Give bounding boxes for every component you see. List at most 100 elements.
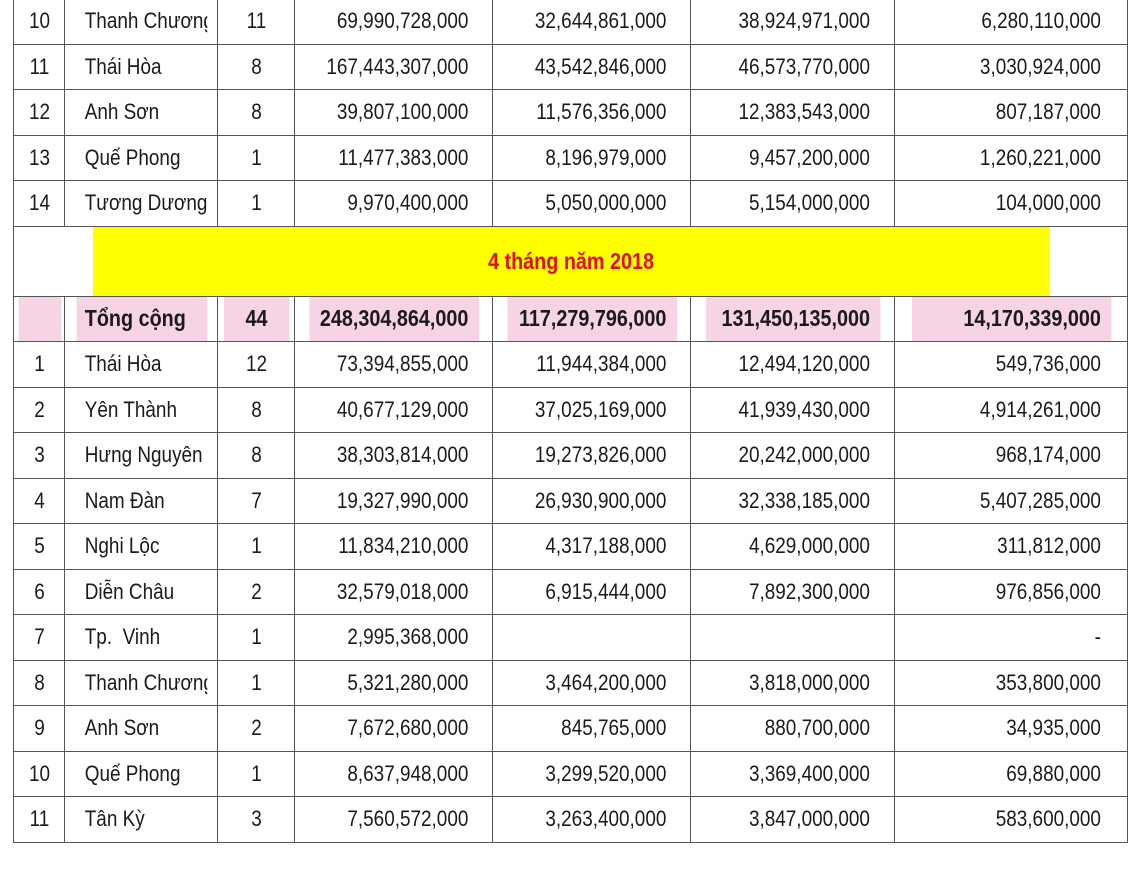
- district-name: Nghi Lộc: [74, 523, 208, 570]
- value-col-3: 3,818,000,000: [704, 659, 881, 706]
- value-col-1: 167,443,307,000: [307, 43, 480, 90]
- project-count: 8: [222, 432, 290, 479]
- project-count: 1: [222, 523, 290, 570]
- table-row: 8 Thanh Chương 1 5,321,280,000 3,464,200…: [14, 659, 1128, 706]
- total-row: Tổng cộng 44 248,304,864,000 117,279,796…: [14, 295, 1128, 342]
- table-row: 5 Nghi Lộc 1 11,834,210,000 4,317,188,00…: [14, 523, 1128, 570]
- value-col-1: 5,321,280,000: [307, 659, 480, 706]
- district-name: Thái Hòa: [74, 341, 208, 388]
- district-name: Yên Thành: [74, 386, 208, 433]
- value-col-4: 976,856,000: [910, 568, 1112, 615]
- table-row: 12 Anh Sơn 8 39,807,100,000 11,576,356,0…: [14, 89, 1128, 136]
- row-number: 3: [16, 432, 62, 479]
- value-col-1: 73,394,855,000: [307, 341, 480, 388]
- total-value-1: 248,304,864,000: [307, 295, 480, 342]
- project-count: 8: [222, 43, 290, 90]
- value-col-3: 3,369,400,000: [704, 750, 881, 797]
- value-col-4: 3,030,924,000: [910, 43, 1112, 90]
- value-col-4: 549,736,000: [910, 341, 1112, 388]
- table-row: 4 Nam Đàn 7 19,327,990,000 26,930,900,00…: [14, 477, 1128, 524]
- value-col-2: 11,944,384,000: [505, 341, 678, 388]
- row-number: 11: [16, 796, 62, 843]
- row-number: 11: [16, 43, 62, 90]
- row-number: 13: [16, 134, 62, 181]
- value-col-4: 1,260,221,000: [910, 134, 1112, 181]
- value-col-3: 5,154,000,000: [704, 180, 881, 227]
- value-col-4: 34,935,000: [910, 705, 1112, 752]
- value-col-1: 32,579,018,000: [307, 568, 480, 615]
- table-row: 9 Anh Sơn 2 7,672,680,000 845,765,000 88…: [14, 705, 1128, 752]
- total-empty-cell: [16, 295, 62, 342]
- total-value-4: 14,170,339,000: [910, 295, 1112, 342]
- total-count: 44: [222, 295, 290, 342]
- value-col-2: 4,317,188,000: [505, 523, 678, 570]
- value-col-2: 3,299,520,000: [505, 750, 678, 797]
- value-col-4: 5,407,285,000: [910, 477, 1112, 524]
- project-count: 8: [222, 386, 290, 433]
- value-col-3: 38,924,971,000: [704, 0, 881, 45]
- value-col-2: 3,263,400,000: [505, 796, 678, 843]
- value-col-1: 19,327,990,000: [307, 477, 480, 524]
- value-col-3: 46,573,770,000: [704, 43, 881, 90]
- project-count: 11: [222, 0, 290, 45]
- row-number: 1: [16, 341, 62, 388]
- district-name: Diễn Châu: [74, 568, 208, 615]
- value-col-4: 4,914,261,000: [910, 386, 1112, 433]
- value-col-1: 8,637,948,000: [307, 750, 480, 797]
- table-row: 10 Thanh Chương 11 69,990,728,000 32,644…: [14, 0, 1128, 45]
- value-col-3: 20,242,000,000: [704, 432, 881, 479]
- table-row: 10 Quế Phong 1 8,637,948,000 3,299,520,0…: [14, 750, 1128, 797]
- table-row: 7 Tp. Vinh 1 2,995,368,000 -: [14, 614, 1128, 661]
- data-table: 10 Thanh Chương 11 69,990,728,000 32,644…: [13, 0, 1128, 843]
- table-row: 11 Tân Kỳ 3 7,560,572,000 3,263,400,000 …: [14, 796, 1128, 843]
- value-col-2: 43,542,846,000: [505, 43, 678, 90]
- table-row: 1 Thái Hòa 12 73,394,855,000 11,944,384,…: [14, 341, 1128, 388]
- project-count: 1: [222, 180, 290, 227]
- value-col-2: 11,576,356,000: [505, 89, 678, 136]
- table-row: 14 Tương Dương 1 9,970,400,000 5,050,000…: [14, 180, 1128, 227]
- value-col-3: [704, 614, 881, 661]
- district-name: Tương Dương: [74, 180, 208, 227]
- value-col-3: 4,629,000,000: [704, 523, 881, 570]
- district-name: Nam Đàn: [74, 477, 208, 524]
- table-row: 11 Thái Hòa 8 167,443,307,000 43,542,846…: [14, 43, 1128, 90]
- district-name: Quế Phong: [74, 134, 208, 181]
- total-label: Tổng cộng: [74, 295, 208, 342]
- row-number: 5: [16, 523, 62, 570]
- value-col-2: 37,025,169,000: [505, 386, 678, 433]
- project-count: 2: [222, 568, 290, 615]
- total-value-3: 131,450,135,000: [704, 295, 881, 342]
- table-row: 3 Hưng Nguyên 8 38,303,814,000 19,273,82…: [14, 432, 1128, 479]
- value-col-4: 353,800,000: [910, 659, 1112, 706]
- value-col-2: 5,050,000,000: [505, 180, 678, 227]
- value-col-1: 39,807,100,000: [307, 89, 480, 136]
- project-count: 3: [222, 796, 290, 843]
- value-col-2: 845,765,000: [505, 705, 678, 752]
- value-col-3: 9,457,200,000: [704, 134, 881, 181]
- project-count: 1: [222, 750, 290, 797]
- district-name: Thanh Chương: [74, 0, 208, 45]
- district-name: Quế Phong: [74, 750, 208, 797]
- value-col-4: 807,187,000: [910, 89, 1112, 136]
- row-number: 14: [16, 180, 62, 227]
- value-col-4: 583,600,000: [910, 796, 1112, 843]
- row-number: 12: [16, 89, 62, 136]
- row-number: 9: [16, 705, 62, 752]
- value-col-1: 9,970,400,000: [307, 180, 480, 227]
- value-col-4: 311,812,000: [910, 523, 1112, 570]
- value-col-2: 26,930,900,000: [505, 477, 678, 524]
- row-number: 6: [16, 568, 62, 615]
- value-col-3: 41,939,430,000: [704, 386, 881, 433]
- district-name: Thanh Chương: [74, 659, 208, 706]
- value-col-1: 7,672,680,000: [307, 705, 480, 752]
- project-count: 1: [222, 134, 290, 181]
- value-col-3: 12,383,543,000: [704, 89, 881, 136]
- table-row: 6 Diễn Châu 2 32,579,018,000 6,915,444,0…: [14, 568, 1128, 615]
- value-col-1: 11,834,210,000: [307, 523, 480, 570]
- value-col-3: 7,892,300,000: [704, 568, 881, 615]
- value-col-3: 880,700,000: [704, 705, 881, 752]
- value-col-1: 7,560,572,000: [307, 796, 480, 843]
- value-col-4: 69,880,000: [910, 750, 1112, 797]
- row-number: 8: [16, 659, 62, 706]
- table-row: 13 Quế Phong 1 11,477,383,000 8,196,979,…: [14, 134, 1128, 181]
